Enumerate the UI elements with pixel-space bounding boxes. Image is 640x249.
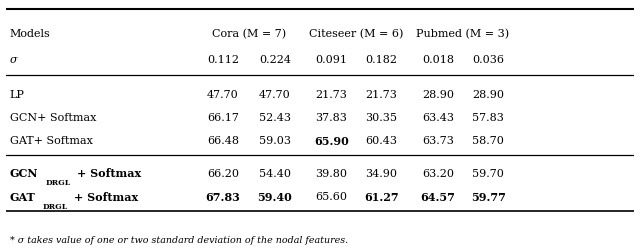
Text: + Softmax: + Softmax [74, 192, 138, 203]
Text: GCN: GCN [10, 168, 38, 179]
Text: Pubmed (M = 3): Pubmed (M = 3) [417, 29, 509, 39]
Text: 61.27: 61.27 [364, 192, 399, 203]
Text: DRGL: DRGL [42, 203, 67, 211]
Text: 66.20: 66.20 [207, 169, 239, 179]
Text: + Softmax: + Softmax [77, 168, 141, 179]
Text: 34.90: 34.90 [365, 169, 397, 179]
Text: 58.70: 58.70 [472, 136, 504, 146]
Text: σ: σ [10, 55, 17, 65]
Text: 66.17: 66.17 [207, 113, 239, 123]
Text: 60.43: 60.43 [365, 136, 397, 146]
Text: 0.224: 0.224 [259, 55, 291, 65]
Text: GAT+ Softmax: GAT+ Softmax [10, 136, 92, 146]
Text: 47.70: 47.70 [207, 90, 239, 100]
Text: 28.90: 28.90 [472, 90, 504, 100]
Text: 52.43: 52.43 [259, 113, 291, 123]
Text: 59.03: 59.03 [259, 136, 291, 146]
Text: 59.40: 59.40 [257, 192, 292, 203]
Text: Cora (M = 7): Cora (M = 7) [212, 29, 286, 39]
Text: 65.60: 65.60 [316, 192, 348, 202]
Text: 21.73: 21.73 [316, 90, 348, 100]
Text: Models: Models [10, 29, 51, 39]
Text: 0.018: 0.018 [422, 55, 454, 65]
Text: 66.48: 66.48 [207, 136, 239, 146]
Text: 63.73: 63.73 [422, 136, 454, 146]
Text: * σ takes value of one or two standard deviation of the nodal features.: * σ takes value of one or two standard d… [10, 237, 348, 246]
Text: 63.43: 63.43 [422, 113, 454, 123]
Text: 54.40: 54.40 [259, 169, 291, 179]
Text: 57.83: 57.83 [472, 113, 504, 123]
Text: 0.112: 0.112 [207, 55, 239, 65]
Text: 63.20: 63.20 [422, 169, 454, 179]
Text: 28.90: 28.90 [422, 90, 454, 100]
Text: GCN+ Softmax: GCN+ Softmax [10, 113, 96, 123]
Text: 59.70: 59.70 [472, 169, 504, 179]
Text: 0.036: 0.036 [472, 55, 504, 65]
Text: LP: LP [10, 90, 24, 100]
Text: 0.091: 0.091 [316, 55, 348, 65]
Text: 30.35: 30.35 [365, 113, 397, 123]
Text: 65.90: 65.90 [314, 136, 349, 147]
Text: DRGL: DRGL [45, 179, 70, 187]
Text: 47.70: 47.70 [259, 90, 291, 100]
Text: 39.80: 39.80 [316, 169, 348, 179]
Text: 37.83: 37.83 [316, 113, 348, 123]
Text: 64.57: 64.57 [420, 192, 455, 203]
Text: 67.83: 67.83 [205, 192, 240, 203]
Text: 21.73: 21.73 [365, 90, 397, 100]
Text: GAT: GAT [10, 192, 35, 203]
Text: 59.77: 59.77 [470, 192, 506, 203]
Text: 0.182: 0.182 [365, 55, 397, 65]
Text: Citeseer (M = 6): Citeseer (M = 6) [309, 29, 404, 39]
